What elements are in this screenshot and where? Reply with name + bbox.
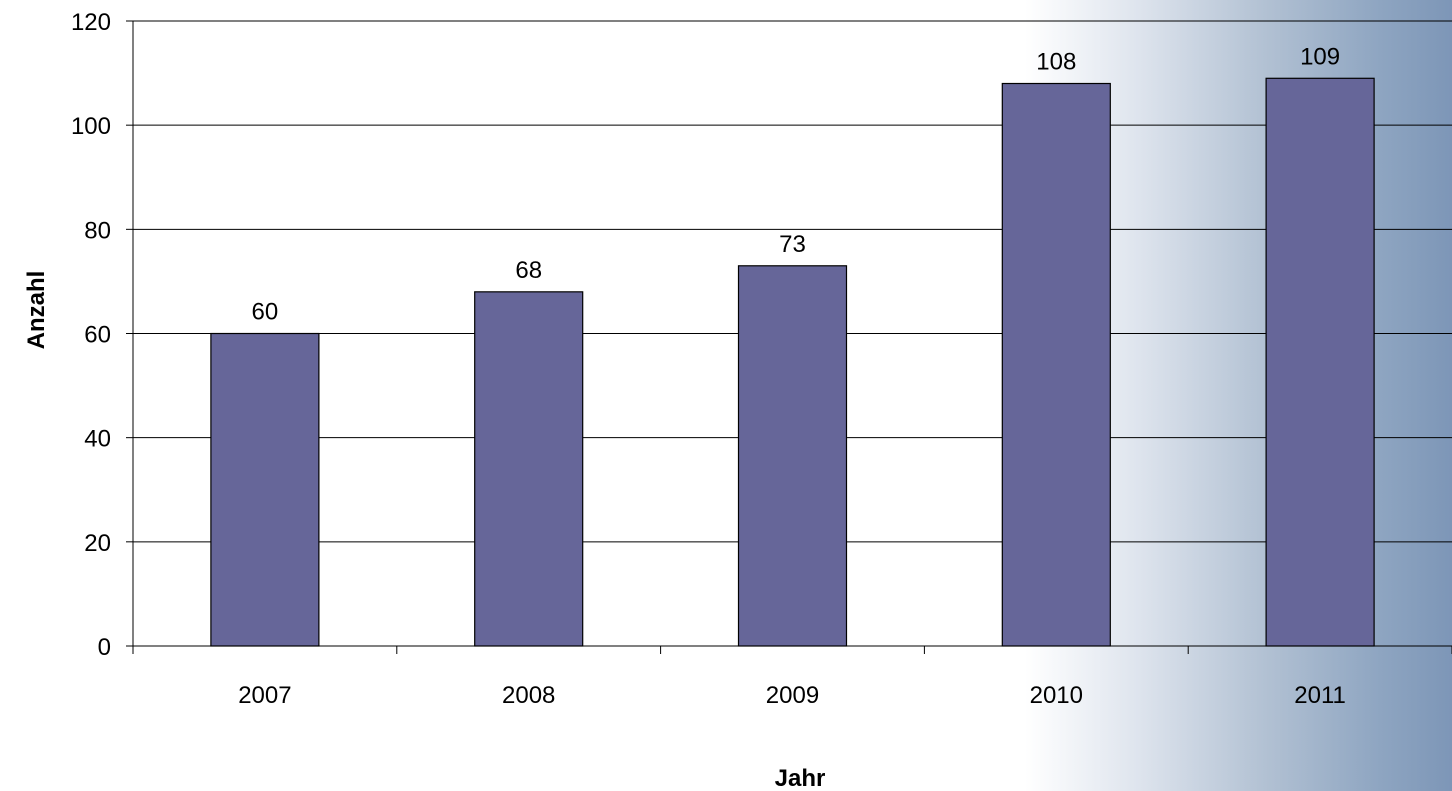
bar-2009 (737, 265, 848, 647)
axes (126, 20, 1452, 654)
y-tick-label: 20 (84, 530, 111, 557)
x-tick-label: 2011 (1294, 682, 1346, 709)
x-tick-label: 2010 (1030, 682, 1083, 709)
bar-2010 (1001, 82, 1111, 647)
x-tick-label: 2008 (502, 682, 555, 709)
data-label: 68 (515, 257, 542, 284)
bar-2007 (210, 332, 320, 647)
y-tick-label: 60 (84, 322, 111, 349)
bar-2011 (1265, 77, 1375, 647)
y-axis-title: Anzahl (23, 271, 50, 350)
data-label: 108 (1036, 49, 1076, 76)
data-label: 73 (779, 231, 806, 258)
bar-2008 (474, 291, 584, 647)
x-tick-label: 2007 (238, 682, 291, 709)
bars (210, 77, 1375, 647)
x-axis-title: Jahr (775, 765, 826, 791)
y-tick-label: 0 (98, 634, 111, 661)
y-tick-label: 40 (84, 426, 111, 453)
y-tick-label: 80 (84, 217, 111, 244)
labels: 0 20 40 60 80 100 120 60 2007 68 2008 73 2009 108 2010… (71, 9, 1346, 709)
data-label: 109 (1300, 43, 1340, 70)
y-tick-label: 120 (71, 9, 111, 36)
x-tick-label: 2009 (766, 682, 819, 709)
data-label: 60 (252, 299, 279, 326)
y-tick-label: 100 (71, 113, 111, 140)
